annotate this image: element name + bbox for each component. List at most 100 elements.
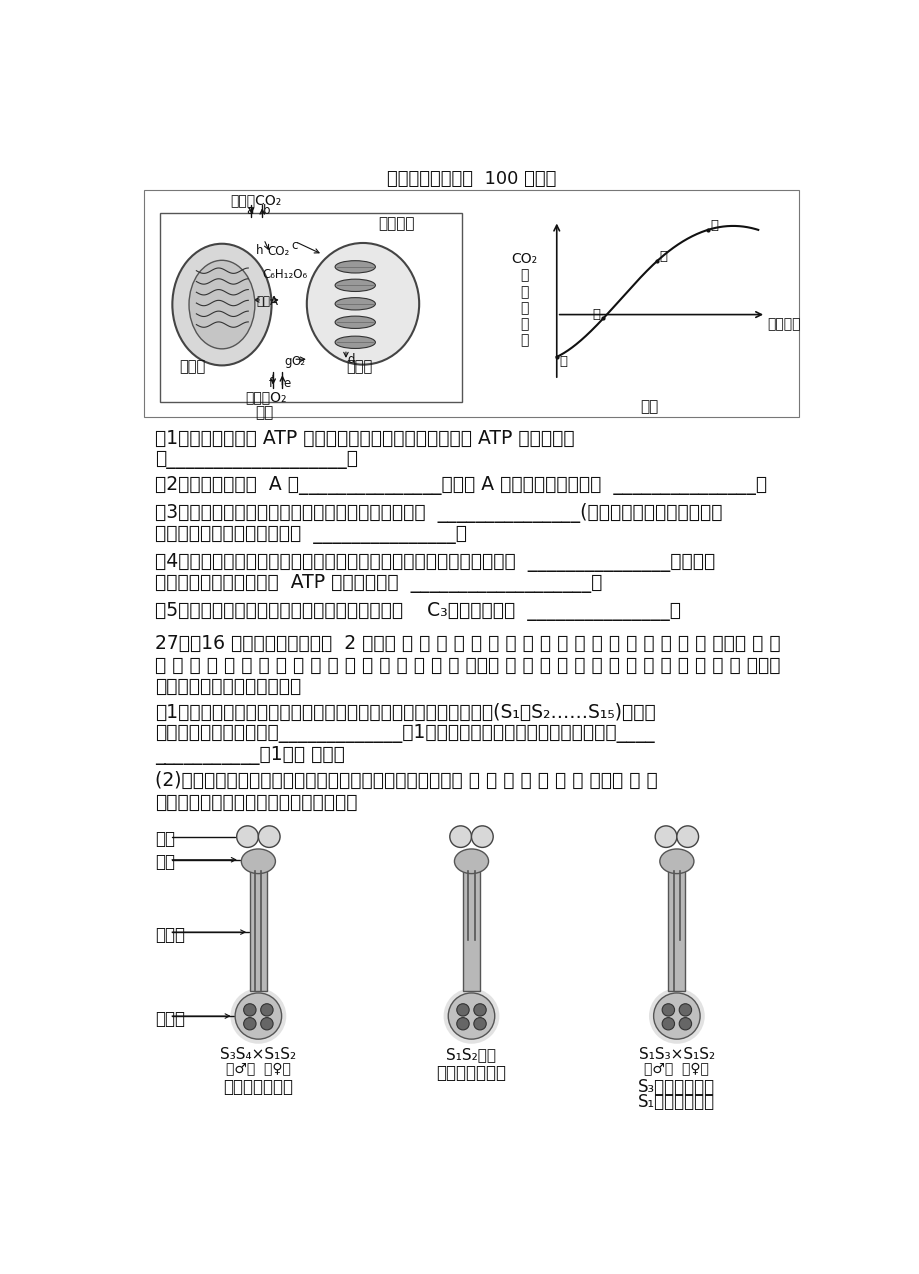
Ellipse shape	[241, 848, 275, 874]
Text: S₃花粉管伸长，: S₃花粉管伸长，	[638, 1078, 715, 1096]
Text: 卵细胞: 卵细胞	[155, 1010, 185, 1028]
Text: (2)烟草的花粉只有通过花粉管（花粉管由花粉萌发产生）输 送 到 卵 细 胞 所 在 处，才 能 完: (2)烟草的花粉只有通过花粉管（花粉管由花粉萌发产生）输 送 到 卵 细 胞 所…	[155, 771, 657, 790]
Ellipse shape	[659, 848, 693, 874]
Ellipse shape	[448, 992, 494, 1040]
Text: （5）如果在图二的乙点突然停止光照，叶绿体内    C₃化合物的含量  _______________。: （5）如果在图二的乙点突然停止光照，叶绿体内 C₃化合物的含量 ________…	[155, 601, 681, 620]
Text: 雌蕊: 雌蕊	[155, 852, 176, 871]
Text: e: e	[283, 377, 290, 390]
Text: C₆H₁₂O₆: C₆H₁₂O₆	[262, 269, 307, 282]
Text: CO₂: CO₂	[267, 246, 289, 259]
Text: 花粉管都不伸长: 花粉管都不伸长	[436, 1064, 506, 1082]
Bar	[667, 870, 685, 991]
Text: S₁花粉管不伸长: S₁花粉管不伸长	[638, 1093, 715, 1111]
Ellipse shape	[260, 1004, 273, 1017]
Text: a: a	[245, 204, 253, 218]
Text: 甲: 甲	[559, 355, 566, 368]
Ellipse shape	[662, 1018, 674, 1029]
Ellipse shape	[335, 279, 375, 292]
Ellipse shape	[473, 1004, 486, 1017]
Text: 乙: 乙	[592, 307, 600, 321]
Text: 27．（16 分，除注明外，每空  2 分）自 交 不 亲 和 性 指 某 一 植 物 的 雌 雄 两 性 机 能 正 常，但 不 能: 27．（16 分，除注明外，每空 2 分）自 交 不 亲 和 性 指 某 一 植…	[155, 634, 780, 654]
Bar	[462, 870, 480, 991]
Ellipse shape	[335, 261, 375, 273]
Ellipse shape	[648, 989, 704, 1043]
Text: 点上下移动的主要外界因素是  _______________。: 点上下移动的主要外界因素是 _______________。	[155, 525, 467, 544]
Text: 线粒体: 线粒体	[179, 359, 206, 375]
Ellipse shape	[188, 260, 255, 349]
Ellipse shape	[676, 826, 698, 847]
Text: S₁S₃×S₁S₂: S₁S₃×S₁S₂	[638, 1047, 714, 1061]
Text: 光照强度: 光照强度	[766, 317, 800, 331]
Text: 大气中O₂: 大气中O₂	[245, 390, 287, 404]
Text: 所处的状态时，叶绿体内  ATP 移动的方向是  ___________________。: 所处的状态时，叶绿体内 ATP 移动的方向是 _________________…	[155, 575, 602, 594]
Ellipse shape	[471, 826, 493, 847]
Text: S₁: S₁	[663, 1006, 672, 1015]
Ellipse shape	[678, 1004, 691, 1017]
Ellipse shape	[335, 298, 375, 310]
Text: S₁: S₁	[457, 1006, 467, 1015]
Text: S₁: S₁	[244, 1006, 254, 1015]
Text: b: b	[263, 204, 270, 218]
Text: 叶肉细胞: 叶肉细胞	[378, 217, 414, 231]
Text: CO₂
吸
收
相
对
量: CO₂ 吸 收 相 对 量	[511, 252, 537, 348]
Ellipse shape	[258, 826, 279, 847]
Text: （1）叶绿体中合成 ATP 的能量来源是光能，线粒体中合成 ATP 的能量来源: （1）叶绿体中合成 ATP 的能量来源是光能，线粒体中合成 ATP 的能量来源	[155, 428, 574, 447]
Text: c: c	[291, 240, 298, 252]
Ellipse shape	[306, 243, 419, 364]
Text: O₂: O₂	[290, 354, 304, 368]
Ellipse shape	[678, 1018, 691, 1029]
Ellipse shape	[454, 848, 488, 874]
Text: （3）在图二甲状态时，可以发生图一中的哪些过程？  _______________(用图中字母表示），影响甲: （3）在图二甲状态时，可以发生图一中的哪些过程？ _______________…	[155, 503, 722, 524]
Text: 花粉管都能伸长: 花粉管都能伸长	[223, 1078, 293, 1096]
Text: 免费在线作业标准  100 分答案: 免费在线作业标准 100 分答案	[386, 169, 556, 187]
Text: 成受精。下图为不亲和基因的作用规律：: 成受精。下图为不亲和基因的作用规律：	[155, 792, 357, 812]
Ellipse shape	[244, 1004, 255, 1017]
Ellipse shape	[335, 336, 375, 349]
Text: S₁: S₁	[655, 829, 667, 842]
Ellipse shape	[172, 243, 271, 366]
Text: （1）烟草的自交不亲和性是由位于一对同源染色体上的复等位基因(S₁、S₂……S₁₅)控制，: （1）烟草的自交不亲和性是由位于一对同源染色体上的复等位基因(S₁、S₂……S₁…	[155, 703, 655, 721]
Ellipse shape	[335, 316, 375, 329]
Text: ___________（1分） 特点。: ___________（1分） 特点。	[155, 745, 345, 764]
Ellipse shape	[654, 826, 676, 847]
Text: （2）图一中的物质  A 是_______________，物质 A 进入线粒体的条件是  _______________。: （2）图一中的物质 A 是_______________，物质 A 进入线粒体的…	[155, 475, 766, 494]
Text: 无法自交产生后代。请回答：: 无法自交产生后代。请回答：	[155, 678, 301, 697]
Ellipse shape	[456, 1018, 469, 1029]
Text: 以上复等位基因的出现是_____________（1分）的结果，同时也体现了该变异具有____: 以上复等位基因的出现是_____________（1分）的结果，同时也体现了该变…	[155, 724, 654, 743]
Text: S₂: S₂	[262, 1006, 271, 1015]
Text: S₃: S₃	[237, 829, 249, 842]
Text: g: g	[284, 354, 291, 368]
Text: （4）若外部因素适宜，图二中丁点时限制光合作用的内部因素最可能是  _______________，在乙点: （4）若外部因素适宜，图二中丁点时限制光合作用的内部因素最可能是 _______…	[155, 553, 715, 572]
Ellipse shape	[473, 1018, 486, 1029]
Text: f: f	[268, 377, 272, 390]
Bar	[160, 213, 461, 401]
Text: S₁: S₁	[450, 829, 462, 842]
Text: S₃S₄×S₁S₂: S₃S₄×S₁S₂	[220, 1047, 296, 1061]
Text: d: d	[347, 353, 355, 366]
Text: S₁S₂自交: S₁S₂自交	[446, 1047, 496, 1061]
Text: S₄: S₄	[264, 829, 276, 842]
Bar	[250, 870, 267, 991]
Ellipse shape	[260, 1018, 273, 1029]
Ellipse shape	[456, 1004, 469, 1017]
Text: 大气中CO₂: 大气中CO₂	[230, 194, 281, 208]
Text: 叶绿体: 叶绿体	[346, 359, 372, 375]
Text: 图二: 图二	[640, 399, 658, 414]
Text: S₂: S₂	[680, 1006, 689, 1015]
Ellipse shape	[231, 989, 286, 1043]
Text: S₂: S₂	[475, 1006, 484, 1015]
Ellipse shape	[652, 992, 699, 1040]
Text: h: h	[255, 243, 263, 257]
Text: 进 行 自 花 传 粉 或 同 一 品 系 内 异 花 传 粉 的 现 象，如 某 品 种 烟 草 为 二 倍 体 雌 雄 同 株 植 物，却: 进 行 自 花 传 粉 或 同 一 品 系 内 异 花 传 粉 的 现 象，如 …	[155, 656, 780, 675]
Text: （♂）  （♀）: （♂） （♀）	[226, 1061, 290, 1075]
Text: 丙: 丙	[659, 250, 667, 262]
Ellipse shape	[449, 826, 471, 847]
Text: 丁: 丁	[709, 219, 718, 232]
Ellipse shape	[662, 1004, 674, 1017]
Text: 花粉管: 花粉管	[155, 926, 185, 944]
Text: S₃: S₃	[682, 829, 694, 842]
Text: （♂）  （♀）: （♂） （♀）	[643, 1061, 709, 1075]
Ellipse shape	[244, 1018, 255, 1029]
Text: S₂: S₂	[476, 829, 489, 842]
Bar	[144, 190, 799, 417]
